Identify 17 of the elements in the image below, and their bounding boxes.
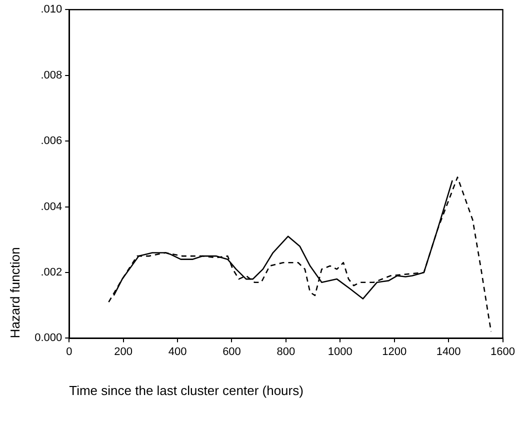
x-tick-label: 1600 bbox=[490, 346, 516, 358]
y-tick-label: .010 bbox=[40, 4, 62, 16]
x-tick-label: 400 bbox=[168, 346, 187, 358]
x-tick-label: 1000 bbox=[328, 346, 352, 358]
x-tick-label: 200 bbox=[114, 346, 133, 358]
x-axis-title: Time since the last cluster center (hours) bbox=[69, 382, 304, 398]
y-tick-label: 0.000 bbox=[34, 332, 62, 344]
x-tick-label: 1400 bbox=[436, 346, 461, 358]
y-tick-label: .004 bbox=[40, 200, 62, 213]
y-tick-label: .002 bbox=[40, 266, 62, 279]
x-tick-label: 600 bbox=[222, 346, 241, 358]
y-tick-label: .006 bbox=[40, 135, 62, 148]
y-axis-title: Hazard function bbox=[7, 247, 22, 338]
x-tick-label: 0 bbox=[66, 346, 72, 358]
x-tick-label: 800 bbox=[276, 346, 296, 358]
x-tick-label: 1200 bbox=[382, 346, 407, 358]
y-tick-label: .008 bbox=[40, 69, 62, 82]
